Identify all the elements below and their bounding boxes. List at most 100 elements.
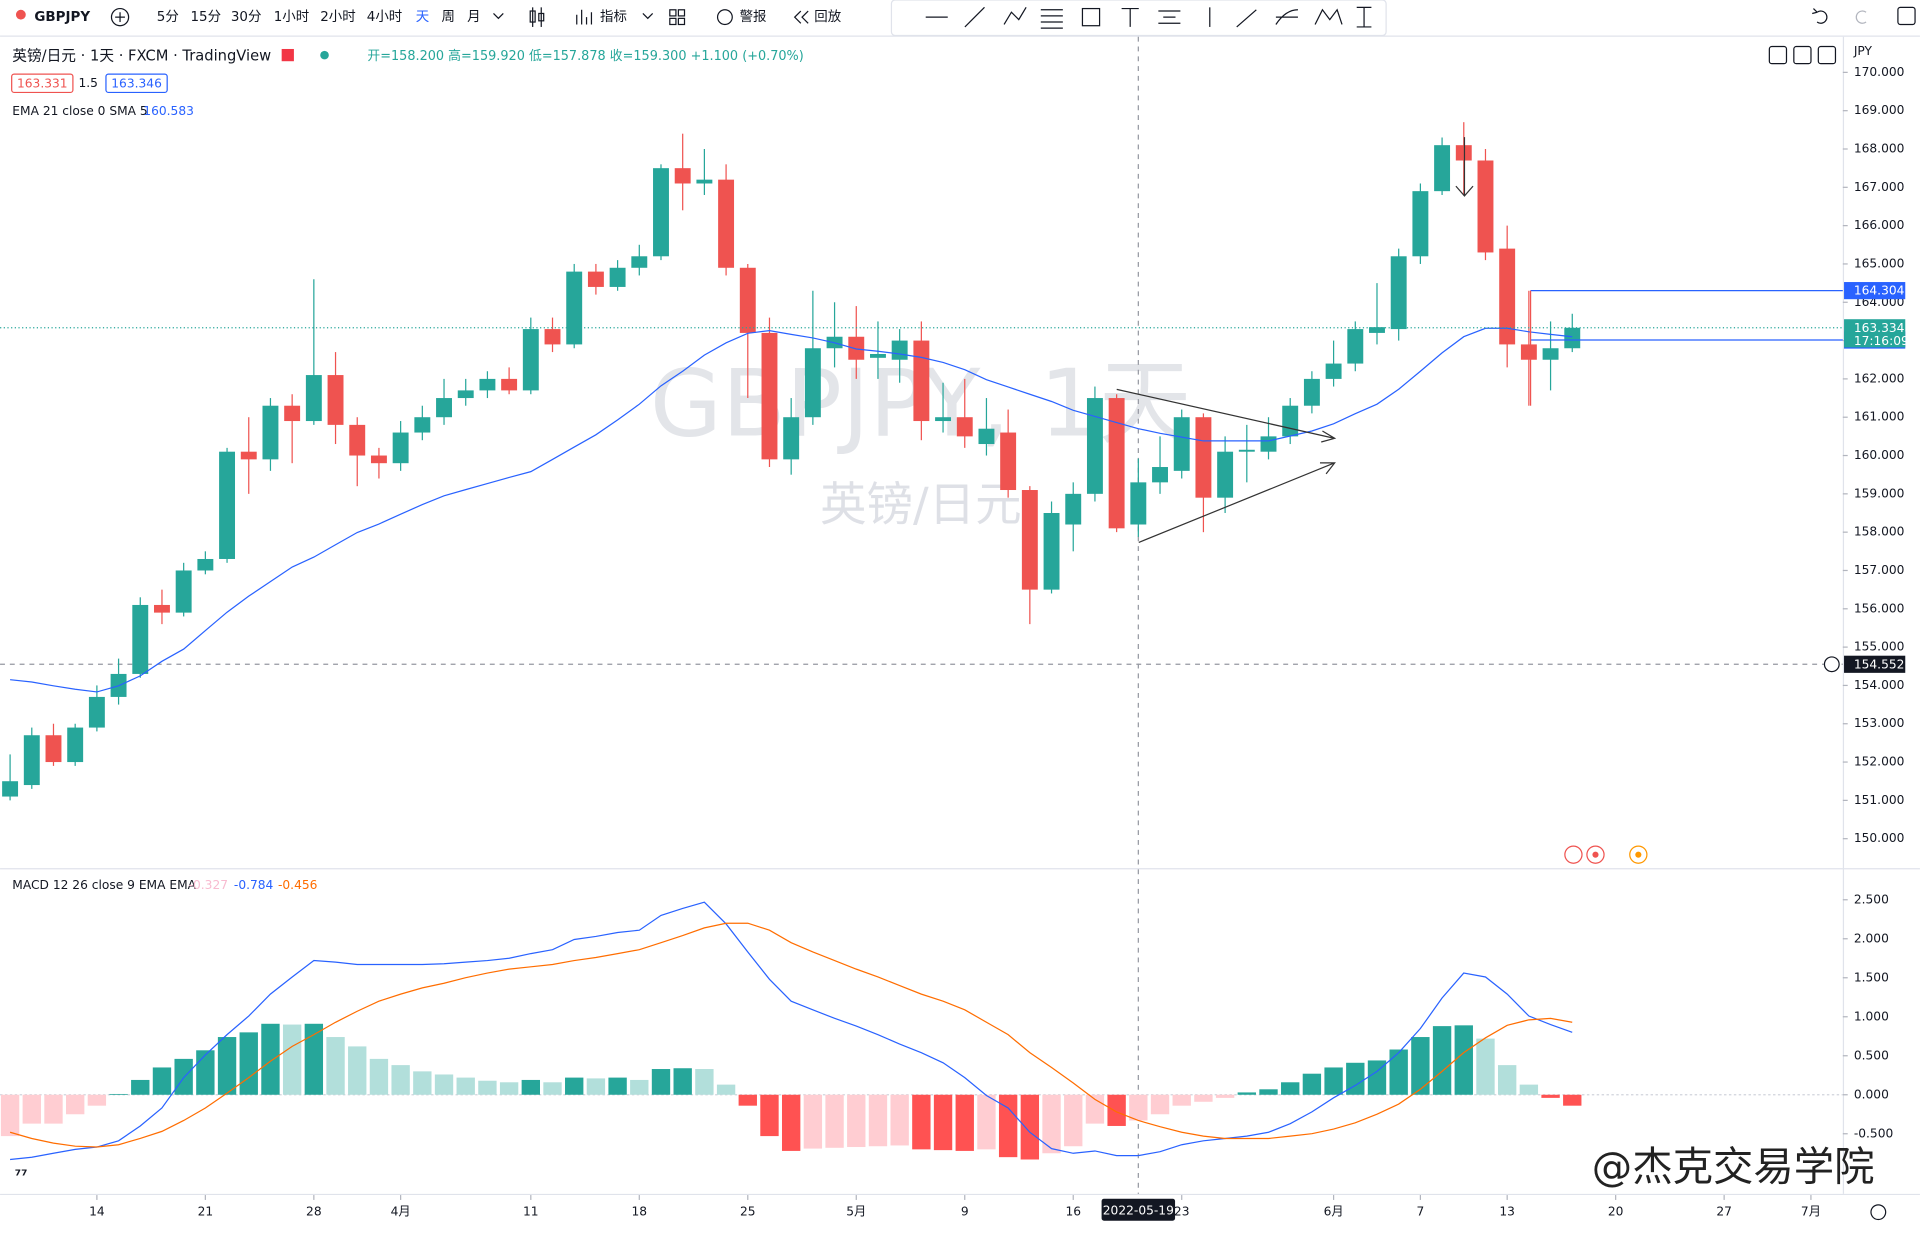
histogram-bar: [348, 1046, 367, 1095]
candle-body: [1195, 417, 1212, 498]
redo[interactable]: [1855, 10, 1867, 24]
currency[interactable]: JPY: [1853, 44, 1873, 58]
histogram-bar: [1259, 1089, 1278, 1095]
histogram-bar: [586, 1078, 606, 1095]
histogram-bar: [651, 1069, 671, 1095]
candle-body: [154, 604, 170, 613]
histogram-bar: [868, 1094, 888, 1147]
y-tick-label: 165.000: [1854, 256, 1905, 270]
down-arrow: [1455, 137, 1474, 197]
candle-body: [1455, 145, 1472, 161]
x-tick-label: 4月: [391, 1205, 411, 1219]
candle-body: [718, 179, 735, 268]
interval[interactable]: 天: [416, 10, 429, 25]
drawing-tools[interactable]: [925, 6, 1372, 29]
candle-body: [870, 353, 886, 358]
indicators-menu[interactable]: [642, 13, 654, 20]
x-tick-label: 7: [1416, 1205, 1424, 1219]
settings[interactable]: [1870, 1204, 1887, 1221]
x-tick-label: 16: [1065, 1205, 1081, 1219]
histogram-bar: [478, 1080, 497, 1095]
y-tick-label: 154.000: [1854, 678, 1905, 692]
bid-box[interactable]: [11, 73, 74, 94]
histogram-bar: [1172, 1094, 1191, 1106]
histogram-bar: [1324, 1067, 1343, 1095]
candle-body: [587, 271, 604, 287]
chart-style-icon[interactable]: [529, 7, 545, 27]
x-tick-label: 18: [632, 1205, 648, 1219]
histogram-bar: [933, 1094, 953, 1151]
histogram-bar: [391, 1065, 410, 1095]
crosshair-plus[interactable]: [1823, 656, 1840, 673]
tv-logo[interactable]: [9, 1163, 42, 1188]
histogram-bar: [1237, 1092, 1256, 1095]
histogram-bar: [803, 1094, 823, 1149]
histogram-bar: [890, 1094, 909, 1146]
symbol[interactable]: GBPJPY: [34, 10, 90, 25]
crosshair-y-box: [1844, 655, 1906, 673]
histogram-bar: [1150, 1094, 1170, 1115]
histogram-bar: [543, 1082, 562, 1095]
candle-body: [978, 428, 995, 445]
add-symbol[interactable]: [110, 7, 130, 27]
y-tick-label: 170.000: [1854, 65, 1905, 79]
candle-body: [566, 271, 583, 345]
y-tick-label: 161.000: [1854, 410, 1905, 424]
interval[interactable]: 15分: [190, 9, 221, 25]
candle-body: [1434, 145, 1451, 192]
alert-button[interactable]: 警报: [740, 9, 767, 25]
candle-body: [436, 398, 452, 418]
histogram-bar: [1281, 1082, 1300, 1095]
histogram-bar: [825, 1094, 844, 1148]
x-tick-label: 7月: [1801, 1205, 1821, 1219]
y-tick-label: 1.000: [1854, 1009, 1889, 1023]
histogram-bar: [44, 1094, 63, 1124]
candle-body: [262, 405, 279, 460]
histogram-bar: [239, 1032, 258, 1095]
interval[interactable]: 2小时: [320, 9, 355, 25]
candle-body: [1238, 449, 1255, 452]
candle-body: [848, 336, 865, 360]
y-tick-label: 158.000: [1854, 525, 1905, 539]
candle-body: [1065, 493, 1082, 525]
interval[interactable]: 30分: [231, 9, 262, 25]
histogram-bar: [998, 1094, 1018, 1158]
fullscreen[interactable]: [1897, 6, 1916, 26]
candle-body: [197, 558, 214, 571]
interval[interactable]: 4小时: [367, 9, 402, 25]
histogram-bar: [695, 1069, 714, 1095]
interval[interactable]: 5分: [157, 9, 179, 25]
indicators-button[interactable]: 指标: [600, 9, 627, 25]
symbol-icon: [15, 9, 26, 20]
layouts-icon[interactable]: [669, 9, 686, 26]
histogram-bar: [413, 1071, 432, 1095]
y-tick-label: 162.000: [1854, 371, 1905, 385]
candle-body: [1152, 467, 1168, 483]
histogram-bar: [87, 1094, 107, 1106]
undo[interactable]: [1812, 8, 1828, 24]
histogram-bar: [1194, 1094, 1213, 1102]
histogram-bar: [152, 1067, 172, 1095]
y-tick-label: 167.000: [1854, 180, 1905, 194]
histogram-bar: [1302, 1073, 1322, 1095]
macd-line: [10, 901, 1573, 1161]
candle-body: [45, 735, 62, 763]
histogram-bar: [131, 1079, 150, 1095]
interval[interactable]: 周: [441, 10, 454, 25]
countdown: 17:16:09: [1854, 334, 1909, 348]
replay-button[interactable]: 回放: [814, 9, 841, 25]
histogram-bar: [22, 1094, 41, 1124]
pane-buttons[interactable]: [1768, 45, 1837, 65]
candle-body: [175, 570, 192, 613]
candle-body: [501, 378, 518, 391]
interval[interactable]: 1小时: [274, 9, 309, 25]
price-tag-label: 164.304: [1854, 284, 1905, 298]
histogram-bar: [304, 1023, 324, 1095]
candle-body: [522, 329, 539, 391]
interval-menu[interactable]: [493, 13, 504, 20]
ask-box[interactable]: [105, 73, 168, 94]
status-dot: [320, 50, 329, 60]
candle-body: [240, 451, 257, 460]
interval[interactable]: 月: [467, 10, 480, 25]
